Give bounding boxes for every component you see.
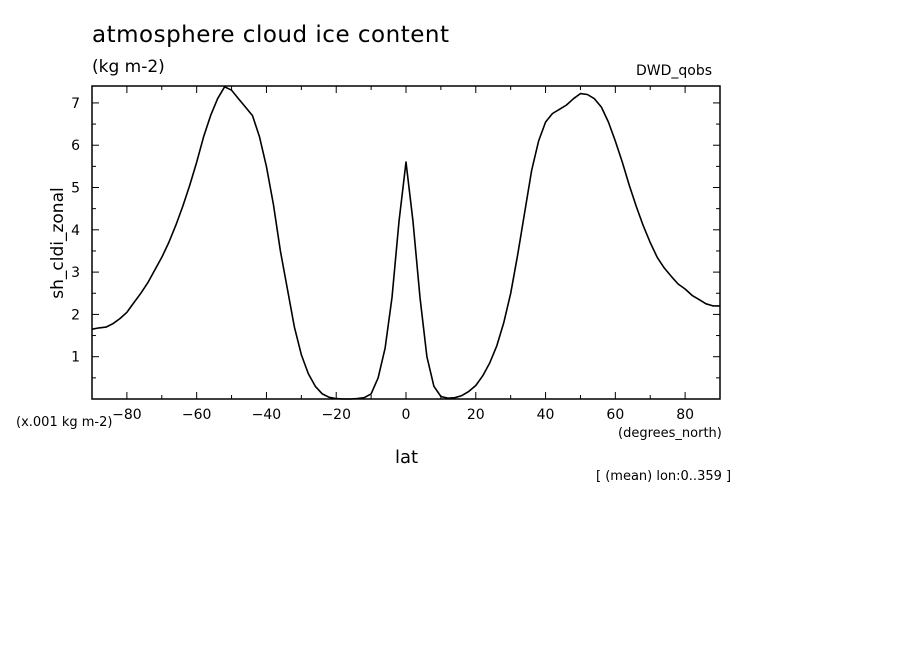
x-tick-label: 40	[537, 407, 555, 423]
y-tick-label: 5	[71, 181, 80, 197]
x-tick-label: 60	[606, 407, 624, 423]
y-tick-label: 6	[71, 138, 80, 154]
y-tick-label: 3	[71, 265, 80, 281]
plot-frame	[91, 85, 721, 400]
dataset-source-label: DWD_qobs	[636, 63, 713, 79]
x-tick-label: −60	[182, 407, 212, 423]
x-tick-label: −80	[112, 407, 142, 423]
x-tick-label: 0	[402, 407, 411, 423]
chart-units: (kg m-2)	[92, 57, 165, 77]
y-tick-label: 7	[71, 96, 80, 112]
x-tick-label: −40	[252, 407, 282, 423]
y-tick-label: 1	[71, 350, 80, 366]
x-axis-units: (degrees_north)	[618, 426, 722, 441]
y-scale-note: (x.001 kg m-2)	[16, 415, 113, 430]
averaging-note: [ (mean) lon:0..359 ]	[596, 469, 732, 484]
x-tick-label: −20	[321, 407, 351, 423]
y-tick-label: 2	[71, 307, 80, 323]
x-tick-label: 80	[676, 407, 694, 423]
y-tick-label: 4	[71, 223, 80, 239]
x-tick-label: 20	[467, 407, 485, 423]
x-axis-label: lat	[395, 447, 419, 468]
series-line	[91, 86, 720, 400]
chart-title: atmosphere cloud ice content	[92, 22, 450, 48]
